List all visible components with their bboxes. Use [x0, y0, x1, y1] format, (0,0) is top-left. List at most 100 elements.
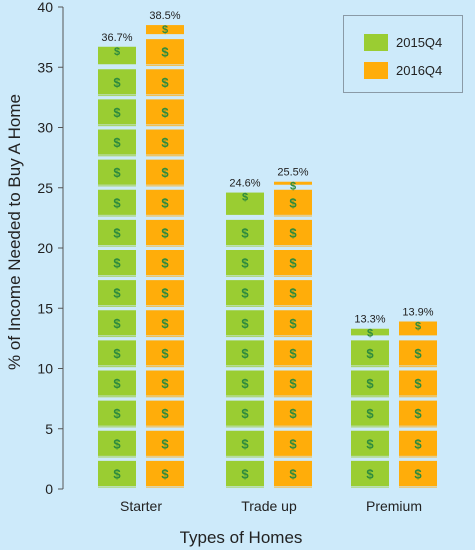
dollar-bill: [98, 340, 136, 366]
bill-edge: [98, 396, 136, 398]
dollar-bill: [399, 430, 437, 456]
dollar-bill: [351, 430, 389, 456]
dollar-bill: [226, 430, 264, 456]
dollar-sign-icon: $: [241, 225, 249, 240]
bill-edge: [274, 366, 312, 368]
bar-2016q4-premium: $ $ $ $ $ $: [399, 321, 437, 488]
bill-edge: [98, 335, 136, 338]
y-tick-label: 35: [37, 59, 53, 75]
dollar-sign-icon: $: [289, 256, 297, 271]
dollar-sign-icon: $: [414, 406, 422, 421]
dollar-sign-icon: $: [289, 466, 297, 481]
bill-edge: [274, 456, 312, 458]
bill-edge: [274, 335, 312, 338]
dollar-sign-icon: $: [113, 316, 121, 331]
dollar-sign-icon: $: [161, 105, 169, 120]
dollar-bill-partial: [98, 46, 136, 65]
bill-edge: [146, 335, 184, 338]
bar-2015q4-trade-up: $ $ $ $ $ $ $ $ $ $: [226, 192, 264, 488]
bill-edge: [351, 396, 389, 398]
bar-2015q4-premium: $ $ $ $ $ $: [351, 328, 389, 488]
dollar-sign-icon: $: [241, 406, 249, 421]
dollar-bill: [274, 370, 312, 396]
dollar-bill: [146, 250, 184, 276]
data-label: 38.5%: [149, 10, 180, 22]
dollar-sign-icon: $: [161, 376, 169, 391]
dollar-bill: [146, 129, 184, 155]
bill-edge: [98, 94, 136, 97]
dollar-bill: [98, 129, 136, 155]
dollar-sign-icon: $: [161, 406, 169, 421]
dollar-sign-icon: $: [414, 346, 422, 361]
legend-label-2015q4: 2015Q4: [396, 34, 443, 50]
dollar-sign-icon: $: [161, 286, 169, 301]
dollar-bill: [98, 99, 136, 125]
dollar-bill: [98, 310, 136, 336]
dollar-bill: [146, 400, 184, 426]
dollar-sign-icon: $: [241, 286, 249, 301]
dollar-sign-icon: $: [161, 346, 169, 361]
dollar-sign-icon: $: [366, 436, 374, 451]
dollar-sign-icon: $: [366, 376, 374, 391]
bar-2015q4-starter: $ $ $ $ $ $ $ $ $ $ $ $ $ $ $: [98, 46, 136, 488]
y-tick-label: 10: [37, 361, 53, 377]
dollar-sign-icon: $: [414, 466, 422, 481]
dollar-sign-icon: $: [113, 165, 121, 180]
dollar-bill: [226, 460, 264, 486]
bill-edge: [146, 366, 184, 368]
bill-edge: [274, 275, 312, 277]
dollar-sign-icon: $: [161, 466, 169, 481]
dollar-bill: [98, 219, 136, 245]
bar-2016q4-starter: $ $ $ $ $ $ $ $ $ $ $ $ $ $ $ $: [146, 24, 184, 488]
dollar-bill: [98, 189, 136, 215]
dollar-bill: [98, 370, 136, 396]
y-tick-label: 25: [37, 180, 53, 196]
bill-edge: [146, 155, 184, 157]
dollar-sign-icon: $: [289, 195, 297, 210]
dollar-bill: [146, 430, 184, 456]
dollar-bill-partial: [146, 25, 184, 35]
dollar-sign-icon: $: [113, 466, 121, 481]
bill-edge: [98, 305, 136, 307]
legend-label-2016q4: 2016Q4: [396, 62, 443, 78]
bill-edge: [98, 185, 136, 187]
dollar-sign-icon: $: [366, 346, 374, 361]
dollar-sign-icon: $: [161, 45, 169, 60]
dollar-sign-icon: $: [161, 256, 169, 271]
bill-edge: [399, 366, 437, 368]
dollar-sign-icon: $: [161, 436, 169, 451]
dollar-bill: [146, 219, 184, 245]
bill-edge: [146, 125, 184, 127]
data-label: 25.5%: [277, 167, 308, 179]
dollar-bill: [274, 430, 312, 456]
bill-edge: [274, 215, 312, 217]
dollar-sign-icon: $: [290, 181, 296, 193]
bill-edge: [399, 426, 437, 428]
dollar-sign-icon: $: [114, 46, 120, 58]
data-label: 36.7%: [101, 32, 132, 44]
bar-2016q4-trade-up: $ $ $ $ $ $ $ $ $ $ $: [274, 181, 312, 488]
x-tick-label: Premium: [366, 498, 422, 514]
dollar-bill: [226, 370, 264, 396]
dollar-bill: [146, 159, 184, 185]
dollar-sign-icon: $: [414, 376, 422, 391]
x-tick-label: Starter: [120, 498, 162, 514]
dollar-bill: [399, 370, 437, 396]
dollar-sign-icon: $: [366, 466, 374, 481]
bill-edge: [274, 245, 312, 247]
x-tick-label: Trade up: [241, 498, 297, 514]
bill-edge: [98, 275, 136, 277]
dollar-bill-partial: [351, 328, 389, 336]
dollar-sign-icon: $: [113, 346, 121, 361]
bill-edge: [351, 456, 389, 458]
bill-edge: [274, 486, 312, 488]
dollar-bill: [274, 219, 312, 245]
data-label: 13.3%: [354, 314, 385, 326]
bill-edge: [226, 426, 264, 428]
bill-edge: [98, 215, 136, 217]
bill-edge: [274, 426, 312, 428]
bill-edge: [226, 275, 264, 277]
data-label: 24.6%: [229, 178, 260, 190]
dollar-bill: [98, 460, 136, 486]
